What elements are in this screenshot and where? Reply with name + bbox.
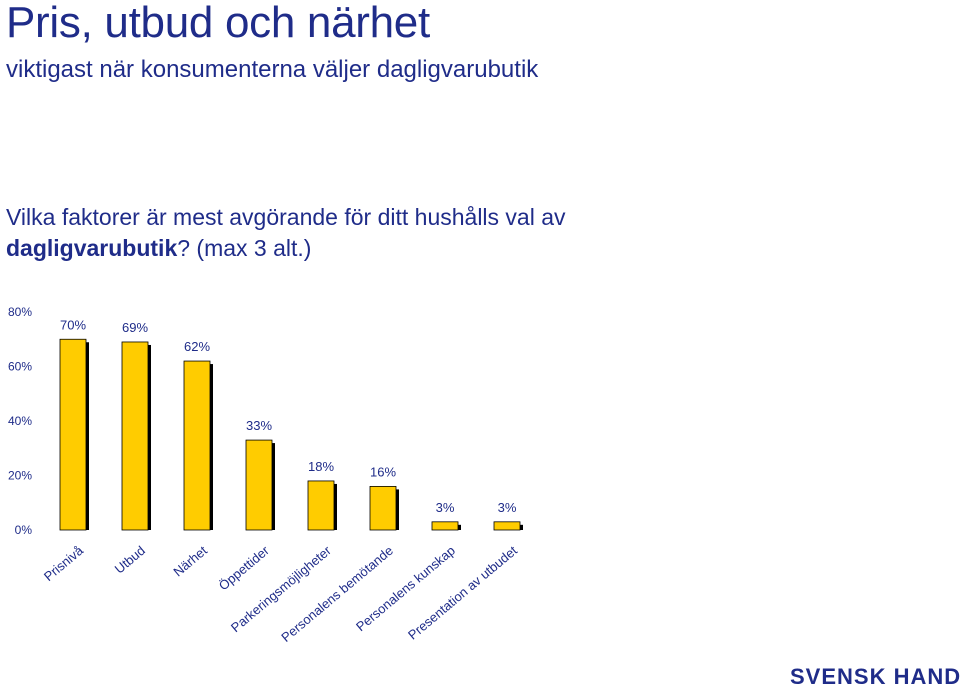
category-label: Utbud (112, 543, 148, 577)
question-suffix: ? (max 3 alt.) (177, 235, 312, 261)
bar (245, 439, 273, 531)
question-bold: dagligvarubutik (6, 235, 178, 261)
slide-subtitle: viktigast när konsumenterna väljer dagli… (6, 56, 539, 83)
bar (183, 360, 211, 531)
bar (493, 521, 521, 531)
category-label: Öppettider (216, 542, 273, 593)
y-tick-label: 20% (8, 469, 32, 483)
bar (369, 485, 397, 531)
data-label: 18% (308, 459, 334, 474)
bar (59, 338, 87, 531)
data-label: 69% (122, 320, 148, 335)
svensk-handel-logo: SVENSK HANDEL (790, 664, 960, 689)
y-tick-label: 0% (15, 523, 33, 537)
survey-question: Vilka faktorer är mest avgörande för dit… (6, 202, 626, 264)
bar (121, 341, 149, 531)
category-label: Prisnivå (41, 542, 87, 584)
category-label: Personalens bemötande (278, 543, 396, 645)
y-tick-label: 80% (8, 305, 32, 319)
data-label: 16% (370, 464, 396, 479)
data-label: 3% (436, 500, 455, 515)
category-label: Närhet (170, 543, 210, 580)
data-label: 3% (498, 500, 517, 515)
data-label: 33% (246, 418, 272, 433)
category-label: Presentation av utbudet (405, 543, 520, 643)
y-tick-label: 60% (8, 360, 32, 374)
question-prefix: Vilka faktorer är mest avgörande för dit… (6, 204, 566, 230)
data-label: 62% (184, 339, 210, 354)
bar (307, 480, 335, 531)
category-label: Parkeringsmöjligheter (228, 542, 334, 635)
bar (431, 521, 459, 531)
y-tick-label: 40% (8, 414, 32, 428)
slide-title: Pris, utbud och närhet (6, 0, 430, 47)
bar-chart: 0% 20% 40% 60% 80% 70% Prisnivå 69% Utbud 62% Närh… (8, 305, 523, 645)
data-label: 70% (60, 317, 86, 332)
